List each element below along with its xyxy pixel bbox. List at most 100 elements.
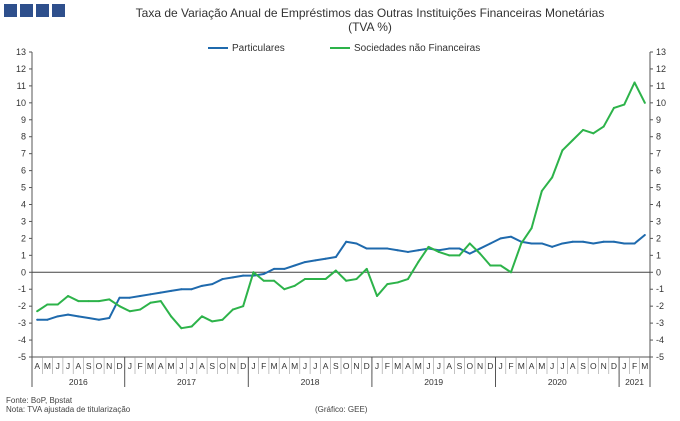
legend-label-sociedades: Sociedades não Financeiras xyxy=(354,43,480,54)
data-point-sociedades xyxy=(252,271,255,274)
data-point-sociedades xyxy=(180,327,183,330)
chart-subtitle: (TVA %) xyxy=(348,20,392,34)
y-tick-label-right: 1 xyxy=(656,250,661,260)
x-month-label: A xyxy=(76,361,82,371)
data-point-sociedades xyxy=(97,300,100,303)
x-month-label: J xyxy=(128,361,132,371)
data-point-particulares xyxy=(200,284,203,287)
data-point-particulares xyxy=(159,291,162,294)
data-point-sociedades xyxy=(612,106,615,109)
data-point-particulares xyxy=(612,240,615,243)
data-point-sociedades xyxy=(262,279,265,282)
x-month-label: S xyxy=(333,361,339,371)
series-line-sociedades xyxy=(36,81,646,330)
x-month-label: J xyxy=(622,361,626,371)
x-month-label: J xyxy=(179,361,183,371)
x-month-label: M xyxy=(394,361,401,371)
y-tick-label-right: -2 xyxy=(656,301,664,311)
data-point-particulares xyxy=(242,274,245,277)
data-point-particulares xyxy=(633,242,636,245)
data-point-particulares xyxy=(87,317,90,320)
y-tick-label-left: 13 xyxy=(16,47,26,57)
y-tick-label-right: 10 xyxy=(656,98,666,108)
y-tick-label-right: 4 xyxy=(656,200,661,210)
data-point-particulares xyxy=(118,296,121,299)
x-month-label: N xyxy=(477,361,483,371)
x-month-label: A xyxy=(34,361,40,371)
logo-square xyxy=(4,4,17,17)
data-point-particulares xyxy=(283,267,286,270)
data-point-particulares xyxy=(386,247,389,250)
x-month-label: M xyxy=(168,361,175,371)
x-month-label: D xyxy=(116,361,122,371)
y-tick-label-left: 0 xyxy=(21,267,26,277)
data-point-particulares xyxy=(489,242,492,245)
data-point-particulares xyxy=(149,293,152,296)
x-month-label: M xyxy=(291,361,298,371)
data-point-particulares xyxy=(448,247,451,250)
data-point-particulares xyxy=(623,242,626,245)
data-point-sociedades xyxy=(530,227,533,230)
x-month-label: A xyxy=(446,361,452,371)
data-point-particulares xyxy=(509,235,512,238)
x-month-label: M xyxy=(518,361,525,371)
data-point-sociedades xyxy=(582,128,585,131)
data-point-particulares xyxy=(46,318,49,321)
data-point-sociedades xyxy=(345,279,348,282)
x-month-label: F xyxy=(138,361,143,371)
y-tick-label-right: -3 xyxy=(656,318,664,328)
series-line-particulares xyxy=(37,234,646,321)
data-point-sociedades xyxy=(458,254,461,257)
x-month-label: F xyxy=(385,361,390,371)
y-tick-label-left: 11 xyxy=(17,81,26,91)
data-point-particulares xyxy=(540,242,543,245)
y-tick-label-left: 8 xyxy=(21,132,26,142)
x-month-label: O xyxy=(466,361,473,371)
data-point-sociedades xyxy=(468,242,471,245)
data-point-particulares xyxy=(479,247,482,250)
x-month-label: N xyxy=(353,361,359,371)
data-point-particulares xyxy=(643,234,646,236)
y-tick-label-right: 13 xyxy=(656,47,666,57)
data-point-particulares xyxy=(530,242,533,245)
data-point-particulares xyxy=(406,250,409,253)
y-tick-label-left: 5 xyxy=(21,183,26,193)
y-tick-label-left: -2 xyxy=(18,301,26,311)
data-point-particulares xyxy=(211,283,214,286)
data-point-particulares xyxy=(97,318,100,321)
data-point-sociedades xyxy=(128,310,131,313)
x-month-label: J xyxy=(437,361,441,371)
data-point-sociedades xyxy=(643,101,646,104)
data-point-particulares xyxy=(303,261,306,264)
data-point-sociedades xyxy=(355,278,358,281)
data-point-particulares xyxy=(396,249,399,252)
y-tick-label-right: -5 xyxy=(656,352,664,362)
data-point-sociedades xyxy=(520,242,523,245)
data-point-particulares xyxy=(180,288,183,291)
x-month-label: D xyxy=(487,361,493,371)
data-point-particulares xyxy=(602,240,605,243)
data-point-sociedades xyxy=(623,103,626,106)
y-tick-label-right: 5 xyxy=(656,183,661,193)
x-month-label: O xyxy=(219,361,226,371)
y-tick-label-left: -3 xyxy=(18,318,26,328)
data-point-sociedades xyxy=(303,278,306,281)
data-point-sociedades xyxy=(139,308,142,311)
x-month-label: M xyxy=(44,361,51,371)
x-month-label: M xyxy=(538,361,545,371)
data-point-particulares xyxy=(170,289,173,292)
y-tick-label-left: 4 xyxy=(21,200,26,210)
data-point-particulares xyxy=(36,318,39,321)
data-point-particulares xyxy=(324,257,327,260)
data-point-particulares xyxy=(139,295,142,297)
methodology-note: Nota: TVA ajustada de titularização xyxy=(6,405,131,414)
x-month-label: J xyxy=(560,361,564,371)
data-point-sociedades xyxy=(489,264,492,267)
y-tick-label-right: 6 xyxy=(656,166,661,176)
x-month-label: S xyxy=(86,361,92,371)
data-point-sociedades xyxy=(36,310,39,313)
legend-label-particulares: Particulares xyxy=(232,43,285,54)
data-point-sociedades xyxy=(324,278,327,281)
data-point-sociedades xyxy=(633,81,636,84)
y-tick-label-right: 0 xyxy=(656,267,661,277)
